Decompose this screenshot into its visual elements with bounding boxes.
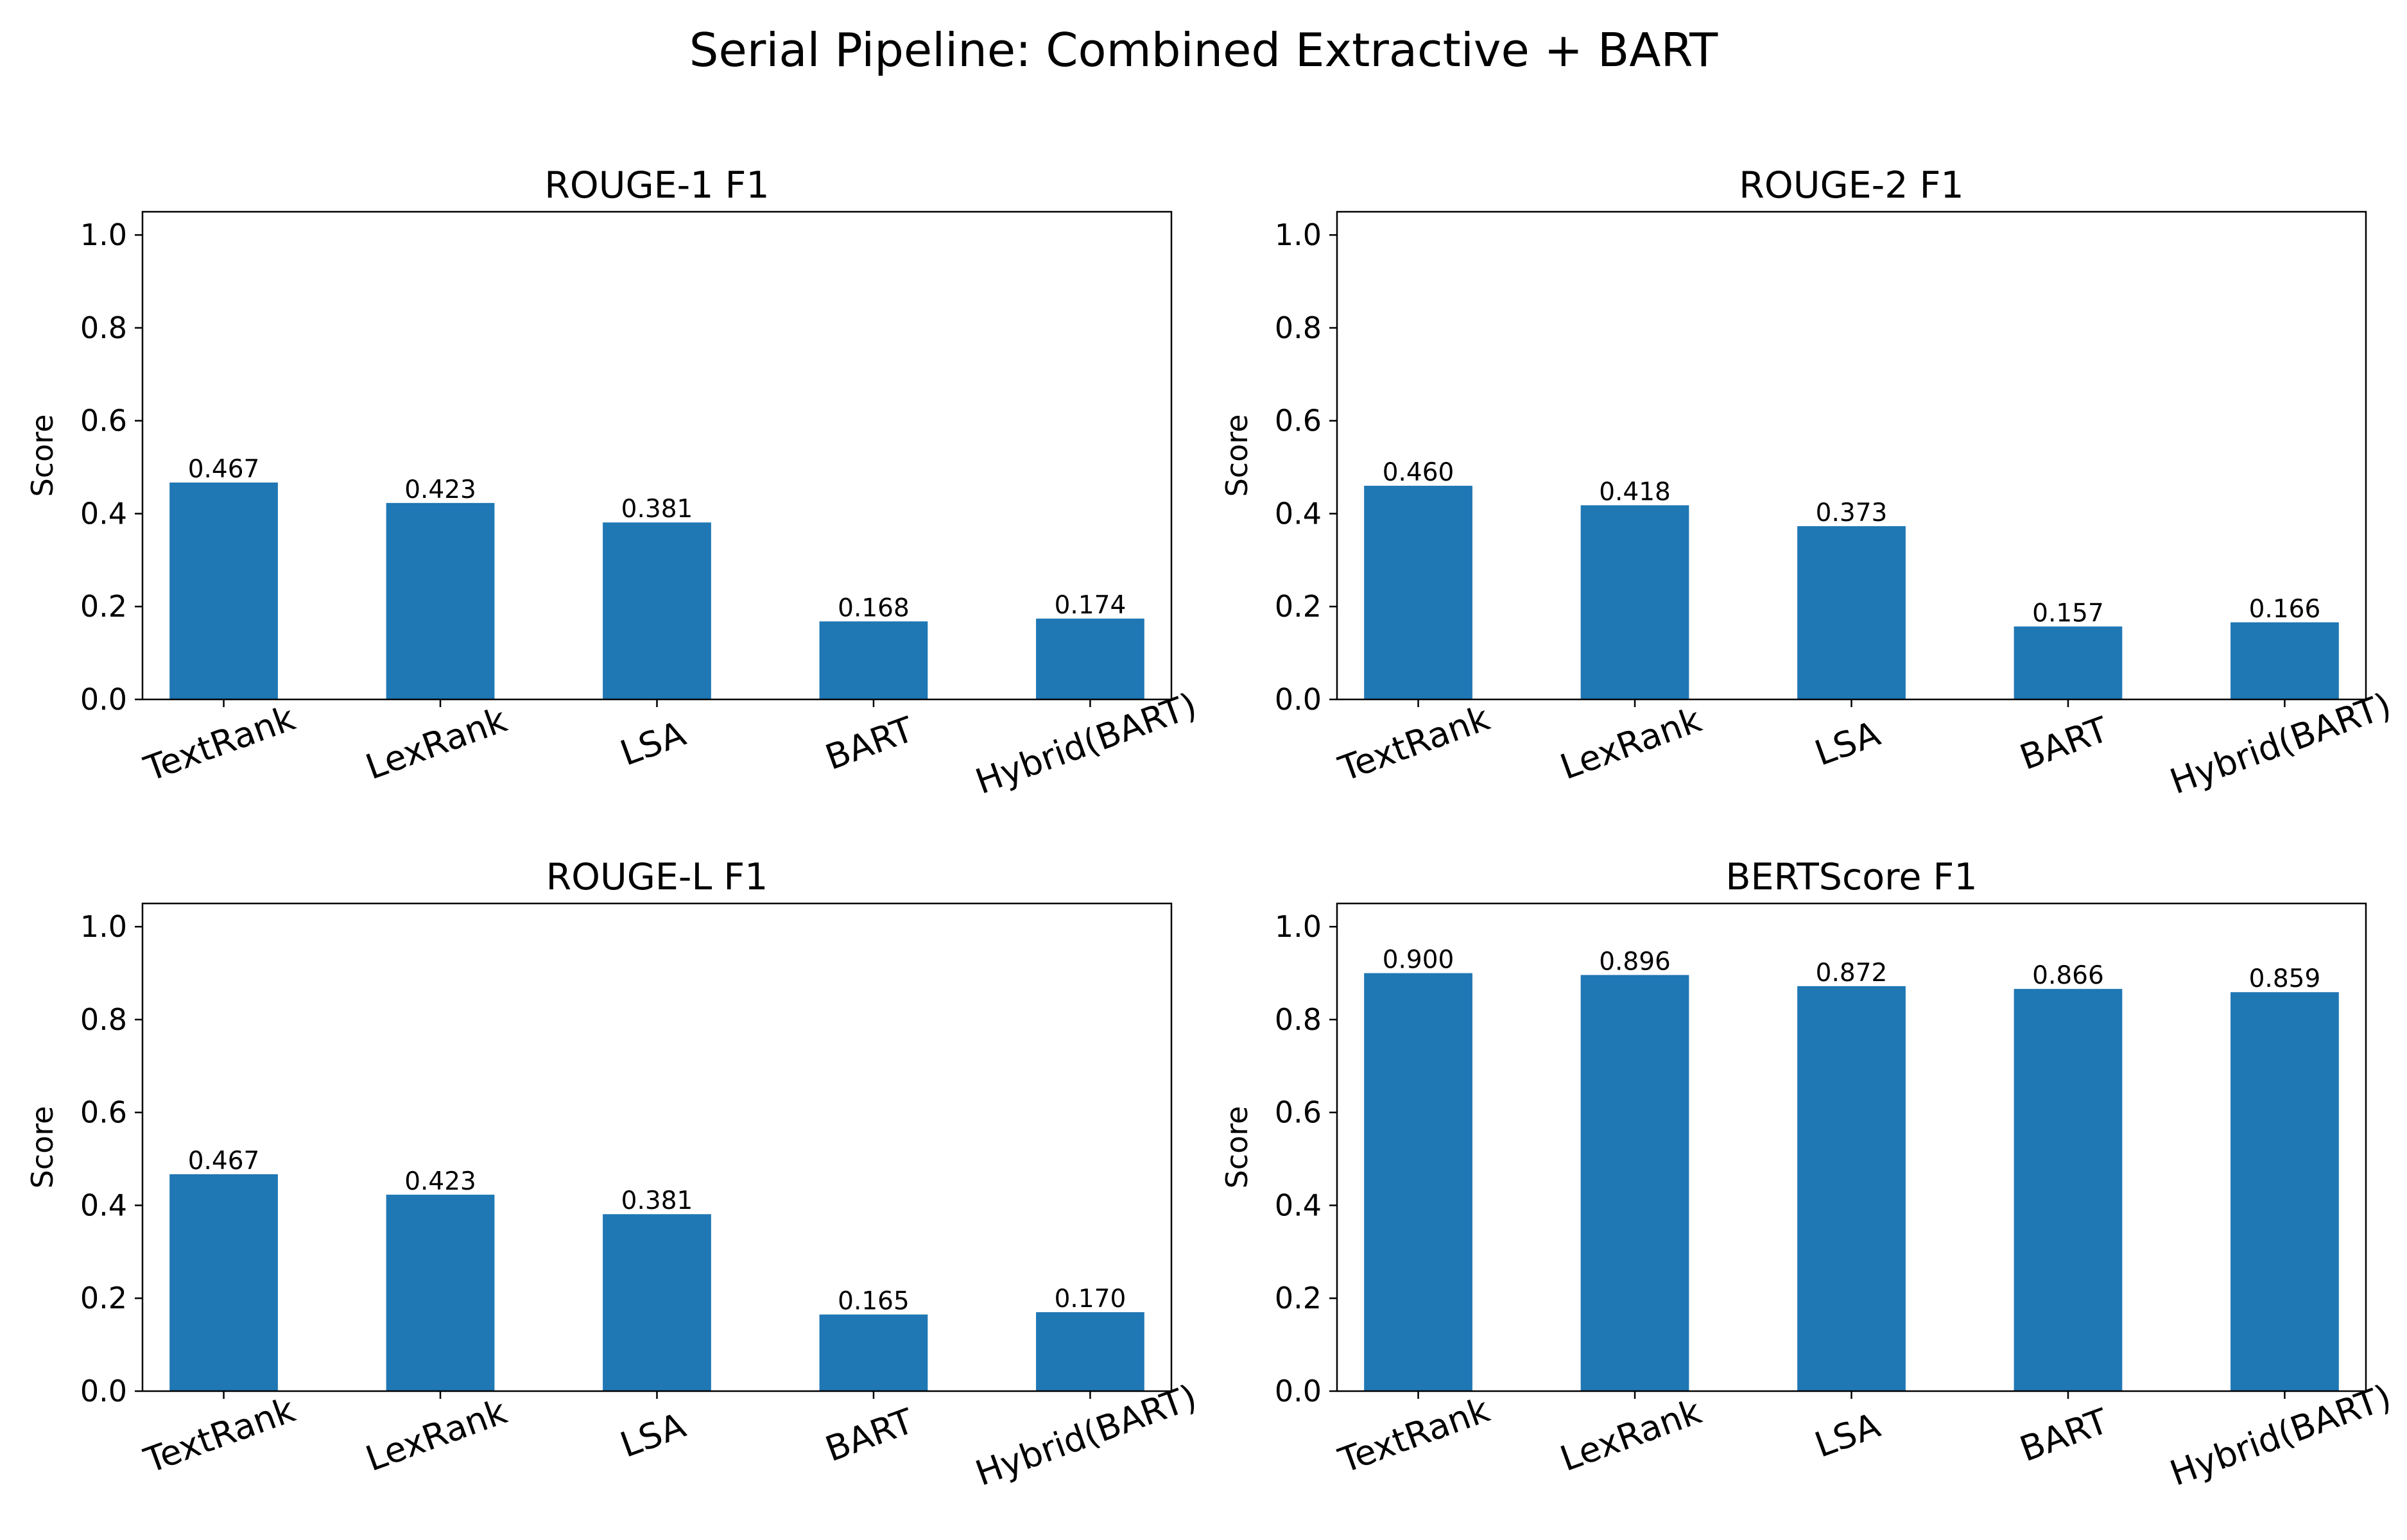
subplot-4: 0.900 0.896 0.872 0.866 0.859 0.0 0.2 0.4 0.6 0.8… xyxy=(1220,856,2397,1494)
ytick-label: 1.0 xyxy=(1275,909,1322,944)
y-axis-label: Score xyxy=(25,415,60,497)
bar-hybrid-bart- xyxy=(2230,992,2339,1391)
bar-bart xyxy=(2014,626,2123,699)
ytick-label: 0.2 xyxy=(1275,589,1322,624)
ytick-label: 0.8 xyxy=(1275,311,1322,345)
subplot-3: 0.467 0.423 0.381 0.165 0.170 0.0 0.2 0.4 0.6 0.8… xyxy=(25,856,1202,1494)
value-label: 0.460 xyxy=(1383,458,1454,487)
value-label: 0.170 xyxy=(1055,1285,1126,1313)
xtick-label: Hybrid(BART) xyxy=(2165,685,2397,802)
bar-lexrank xyxy=(386,1194,495,1391)
figure-title: Serial Pipeline: Combined Extractive + B… xyxy=(689,23,1718,77)
xtick-label: LSA xyxy=(615,714,691,774)
xtick-label: BART xyxy=(820,1401,920,1470)
value-label: 0.165 xyxy=(838,1287,910,1316)
xtick-label: LexRank xyxy=(1555,1391,1707,1480)
subplot-title: ROUGE-2 F1 xyxy=(1739,164,1963,207)
y-axis-label: Score xyxy=(25,1106,60,1189)
value-label: 0.900 xyxy=(1383,946,1454,975)
value-label: 0.381 xyxy=(621,1186,693,1215)
ytick-label: 0.8 xyxy=(80,1002,127,1037)
y-axis-label: Score xyxy=(1220,415,1254,497)
bar-hybrid-bart- xyxy=(1036,1312,1144,1391)
bar-lexrank xyxy=(386,502,495,699)
xtick-label: TextRank xyxy=(139,697,301,789)
ytick-label: 0.0 xyxy=(80,1374,127,1408)
ytick-label: 0.4 xyxy=(80,496,127,531)
xtick-label: LSA xyxy=(1809,1405,1885,1466)
ytick-label: 0.0 xyxy=(80,682,127,717)
bar-textrank xyxy=(169,482,278,699)
ytick-label: 0.2 xyxy=(1275,1281,1322,1315)
value-label: 0.866 xyxy=(2032,961,2104,990)
value-label: 0.157 xyxy=(2032,599,2104,628)
value-label: 0.166 xyxy=(2249,595,2321,624)
xtick-label: BART xyxy=(2015,709,2114,778)
value-label: 0.859 xyxy=(2249,964,2321,993)
xtick-label: LexRank xyxy=(361,1391,513,1480)
value-label: 0.896 xyxy=(1599,947,1671,976)
value-label: 0.467 xyxy=(188,455,260,484)
bar-lsa xyxy=(603,522,711,699)
ytick-label: 0.4 xyxy=(80,1188,127,1222)
bar-bart xyxy=(2014,989,2123,1391)
bar-bart xyxy=(819,621,928,699)
subplot-title: ROUGE-1 F1 xyxy=(544,164,769,207)
value-label: 0.467 xyxy=(188,1147,260,1176)
bar-bart xyxy=(819,1314,928,1391)
ytick-label: 0.6 xyxy=(1275,404,1322,438)
bar-textrank xyxy=(169,1174,278,1391)
ytick-label: 0.0 xyxy=(1275,1374,1322,1408)
ytick-label: 0.4 xyxy=(1275,496,1322,531)
subplot-title: BERTScore F1 xyxy=(1725,856,1977,898)
xtick-label: LexRank xyxy=(1555,699,1707,788)
bar-textrank xyxy=(1364,486,1472,699)
xtick-label: Hybrid(BART) xyxy=(2165,1376,2397,1494)
bar-hybrid-bart- xyxy=(2230,622,2339,699)
bar-hybrid-bart- xyxy=(1036,619,1144,699)
ytick-label: 0.6 xyxy=(80,1095,127,1130)
xtick-label: LSA xyxy=(615,1405,691,1466)
xtick-label: LexRank xyxy=(361,699,513,788)
bar-lexrank xyxy=(1580,505,1689,699)
value-label: 0.423 xyxy=(404,1167,476,1196)
xtick-label: BART xyxy=(820,709,920,778)
subplot-2: 0.460 0.418 0.373 0.157 0.166 0.0 0.2 0.4 0.6 0.8… xyxy=(1220,164,2397,802)
value-label: 0.174 xyxy=(1055,591,1126,620)
value-label: 0.872 xyxy=(1816,959,1888,988)
bar-textrank xyxy=(1364,973,1472,1391)
ytick-label: 0.2 xyxy=(80,1281,127,1315)
bar-lsa xyxy=(603,1214,711,1391)
ytick-label: 1.0 xyxy=(80,909,127,944)
ytick-label: 0.0 xyxy=(1275,682,1322,717)
subplot-1: 0.467 0.423 0.381 0.168 0.174 0.0 0.2 0.4 0.6 0.8… xyxy=(25,164,1202,802)
xtick-label: TextRank xyxy=(1333,697,1496,789)
value-label: 0.168 xyxy=(838,594,910,622)
ytick-label: 0.4 xyxy=(1275,1188,1322,1222)
xtick-label: LSA xyxy=(1809,714,1885,774)
ytick-label: 0.6 xyxy=(80,404,127,438)
xtick-label: BART xyxy=(2015,1401,2114,1470)
bar-lsa xyxy=(1797,986,1906,1391)
ytick-label: 0.8 xyxy=(1275,1002,1322,1037)
bar-lexrank xyxy=(1580,975,1689,1391)
value-label: 0.373 xyxy=(1816,499,1888,527)
ytick-label: 1.0 xyxy=(80,218,127,252)
xtick-label: TextRank xyxy=(139,1389,301,1481)
y-axis-label: Score xyxy=(1220,1106,1254,1189)
ytick-label: 0.6 xyxy=(1275,1095,1322,1130)
xtick-label: Hybrid(BART) xyxy=(971,1376,1202,1494)
value-label: 0.381 xyxy=(621,495,693,524)
ytick-label: 1.0 xyxy=(1275,218,1322,252)
ytick-label: 0.8 xyxy=(80,311,127,345)
xtick-label: Hybrid(BART) xyxy=(971,685,1202,802)
subplot-title: ROUGE-L F1 xyxy=(546,856,768,898)
bar-lsa xyxy=(1797,526,1906,699)
ytick-label: 0.2 xyxy=(80,589,127,624)
value-label: 0.418 xyxy=(1599,477,1671,506)
xtick-label: TextRank xyxy=(1333,1389,1496,1481)
value-label: 0.423 xyxy=(404,475,476,504)
